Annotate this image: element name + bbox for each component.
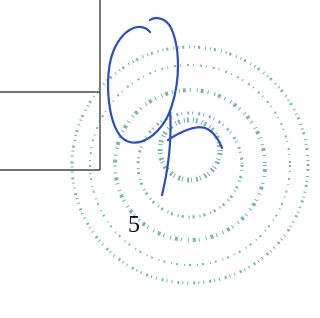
page-number: 5 (128, 212, 140, 238)
table-box (0, 0, 100, 170)
stamp-ring (90, 65, 290, 265)
scanned-page: 5 (0, 0, 310, 318)
